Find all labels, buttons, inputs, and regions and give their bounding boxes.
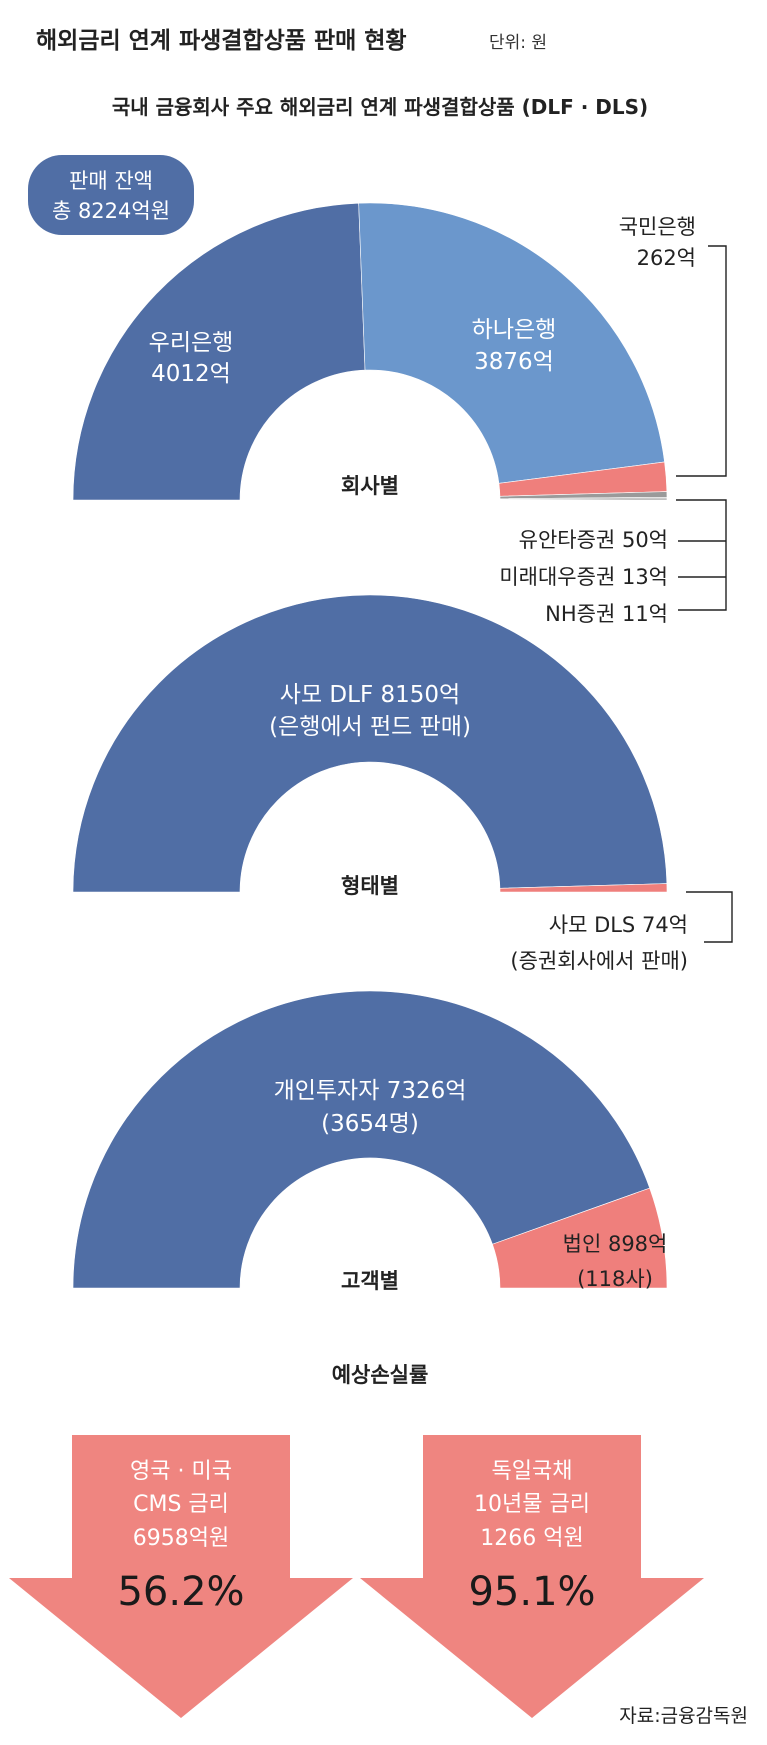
slice-private-dls (499, 883, 668, 893)
customer-half-donut (72, 990, 668, 1289)
slice-label-dlf: 사모 DLF 8150억 (280, 682, 460, 708)
slice-note-corporate: (118사) (577, 1267, 653, 1291)
total-badge-line1: 판매 잔액 (69, 169, 153, 193)
loss-arrow-cms (9, 1435, 353, 1718)
donut2-center-label: 형태별 (341, 874, 399, 898)
total-badge-line2: 총 8224억원 (52, 199, 170, 223)
callout-line-dls (686, 891, 733, 943)
type-half-donut (72, 594, 668, 893)
slice-woori (72, 202, 366, 501)
callout-kookmin-value: 262억 (637, 246, 696, 270)
loss-bund-line2: 10년물 금리 (474, 1492, 590, 1517)
main-title: 해외금리 연계 파생결합상품 판매 현황 (36, 28, 407, 54)
slice-private-dlf (72, 594, 668, 893)
slice-label-corporate: 법인 898억 (563, 1232, 668, 1256)
total-badge (28, 155, 194, 235)
loss-cms-line1: 영국 · 미국 (130, 1459, 232, 1484)
loss-cms-line2: CMS 금리 (133, 1492, 229, 1517)
slice-nh (499, 498, 668, 501)
callout-dls-note: (증권회사에서 판매) (510, 949, 688, 973)
callout-yuanta: 유안타증권 50억 (519, 528, 668, 552)
callout-dls-name: 사모 DLS 74억 (549, 913, 688, 937)
slice-value-woori: 4012억 (151, 361, 231, 387)
callout-mirae: 미래대우증권 13억 (499, 565, 668, 589)
chart-subtitle: 국내 금융회사 주요 해외금리 연계 파생결합상품 (DLF · DLS) (112, 95, 648, 119)
slice-label-woori: 우리은행 (149, 330, 234, 356)
slice-corporate (492, 1187, 668, 1289)
company-half-donut (72, 202, 668, 501)
callout-bracket-securities (676, 499, 727, 611)
loss-bund-line3: 1266 억원 (480, 1526, 583, 1551)
donut1-center-label: 회사별 (341, 474, 399, 498)
loss-cms-rate: 56.2% (117, 1569, 244, 1615)
loss-bund-rate: 95.1% (468, 1569, 595, 1615)
slice-label-individual: 개인투자자 7326억 (274, 1078, 467, 1104)
slice-individual (72, 990, 651, 1289)
callout-nh: NH증권 11억 (545, 602, 668, 626)
slice-label-hana: 하나은행 (472, 317, 557, 343)
source-credit: 자료:금융감독원 (619, 1705, 748, 1727)
unit-label: 단위: 원 (489, 33, 547, 53)
slice-note-dlf: (은행에서 펀드 판매) (269, 714, 471, 740)
callout-line-kookmin (676, 245, 727, 477)
slice-value-hana: 3876억 (474, 349, 554, 375)
slice-hana (358, 202, 665, 484)
donut3-center-label: 고객별 (341, 1269, 399, 1293)
loss-bund-line1: 독일국채 (492, 1459, 573, 1484)
loss-section-title: 예상손실률 (332, 1363, 429, 1387)
loss-arrow-bund (360, 1435, 704, 1718)
slice-note-individual: (3654명) (321, 1111, 419, 1137)
callout-kookmin-name: 국민은행 (619, 215, 696, 239)
loss-cms-line3: 6958억원 (133, 1526, 229, 1551)
